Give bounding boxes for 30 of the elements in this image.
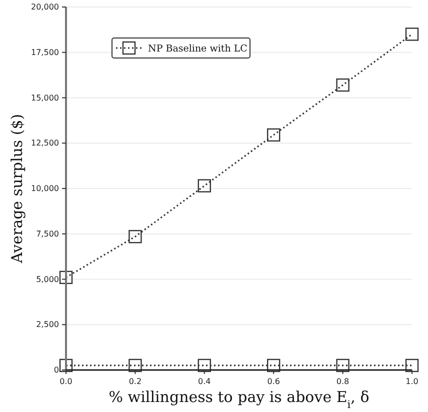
x-tick-label: 0.2	[128, 377, 142, 386]
y-axis-title: Average surplus ($)	[8, 114, 26, 264]
point	[336, 358, 350, 372]
point	[59, 270, 73, 284]
x-tick-label: 0.0	[60, 377, 72, 386]
y-tick-label: 20,000	[31, 2, 59, 12]
y-tick-label: 12,500	[31, 138, 59, 148]
x-tick-label: 0.4	[198, 377, 211, 386]
point	[59, 358, 73, 372]
point	[267, 358, 280, 372]
point	[198, 179, 211, 192]
point	[198, 358, 211, 372]
x-axis-title: % willingness to pay is above E$_{i}$, δ	[108, 388, 370, 411]
x-tick-label: 0.8	[336, 377, 350, 386]
legend-label: NP Baseline with LC	[148, 43, 248, 54]
y-tick-label: 7,500	[36, 229, 59, 238]
x-tick-label: 0.6	[267, 377, 280, 386]
point	[267, 128, 280, 142]
y-tick-label: 0	[54, 366, 59, 375]
y-tick-label: 15,000	[31, 93, 59, 102]
point	[336, 78, 350, 92]
y-tick-label: 5,000	[36, 274, 59, 284]
y-tick-label: 17,500	[31, 48, 59, 57]
x-tick-label: 1.0	[406, 377, 418, 386]
point	[405, 358, 419, 372]
y-tick-label: 2,500	[36, 320, 59, 330]
point	[405, 28, 419, 41]
y-tick-label: 10,000	[31, 184, 59, 194]
point	[128, 230, 142, 244]
point	[128, 358, 142, 372]
